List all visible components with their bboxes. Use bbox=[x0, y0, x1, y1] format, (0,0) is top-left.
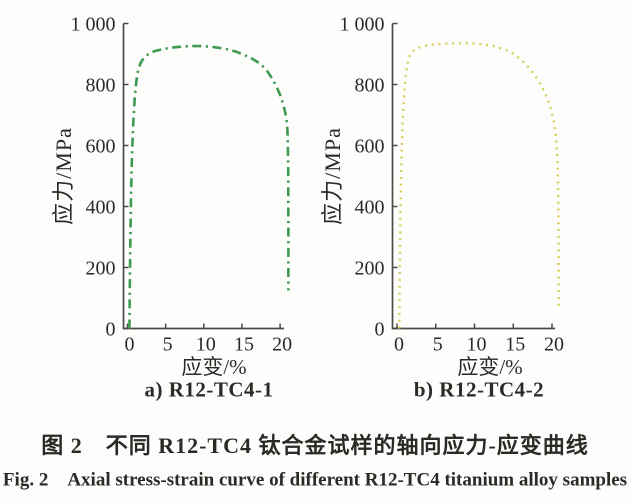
axes-b bbox=[391, 23, 555, 330]
curve-R12-TC4-1 bbox=[128, 44, 290, 329]
x-tick-label-a: 10 bbox=[196, 334, 216, 356]
y-tick-label-a: 1 000 bbox=[71, 14, 116, 36]
y-tick-label-a: 800 bbox=[86, 75, 116, 97]
x-tick-label-b: 5 bbox=[433, 334, 443, 356]
y-tick-label-b: 0 bbox=[375, 319, 385, 341]
y-axis-title-a: 应力/MPa bbox=[51, 127, 76, 225]
subplot-title-b: b) R12-TC4-2 bbox=[413, 377, 545, 402]
y-tick-label-a: 0 bbox=[106, 319, 116, 341]
x-tick-label-a: 5 bbox=[163, 334, 173, 356]
curve-R12-TC4-2 bbox=[398, 42, 560, 329]
x-tick-label-a: 0 bbox=[125, 334, 135, 356]
x-tick-label-b: 10 bbox=[467, 334, 487, 356]
x-axis-title-b: 应变/% bbox=[457, 355, 523, 379]
axes-a bbox=[122, 23, 284, 330]
y-axis-title-b: 应力/MPa bbox=[320, 127, 345, 225]
x-tick-label-b: 0 bbox=[394, 334, 404, 356]
y-tick-label-b: 800 bbox=[355, 75, 385, 97]
y-tick-label-a: 600 bbox=[86, 136, 116, 158]
x-tick-label-a: 20 bbox=[272, 334, 292, 356]
x-tick-label-b: 20 bbox=[544, 334, 564, 356]
x-tick-label-a: 15 bbox=[234, 334, 254, 356]
y-tick-label-b: 400 bbox=[355, 197, 385, 219]
y-tick-label-a: 200 bbox=[86, 258, 116, 280]
y-tick-label-b: 600 bbox=[355, 136, 385, 158]
figure-caption-chinese: 图 2 不同 R12-TC4 钛合金试样的轴向应力-应变曲线 bbox=[41, 433, 589, 458]
x-axis-title-a: 应变/% bbox=[181, 355, 247, 379]
x-tick-label-b: 15 bbox=[505, 334, 525, 356]
y-tick-label-b: 200 bbox=[355, 258, 385, 280]
y-tick-label-a: 400 bbox=[86, 197, 116, 219]
subplot-title-a: a) R12-TC4-1 bbox=[144, 377, 274, 402]
figure-caption-english: Fig. 2 Axial stress-strain curve of diff… bbox=[2, 469, 628, 491]
y-tick-label-b: 1 000 bbox=[340, 14, 385, 36]
